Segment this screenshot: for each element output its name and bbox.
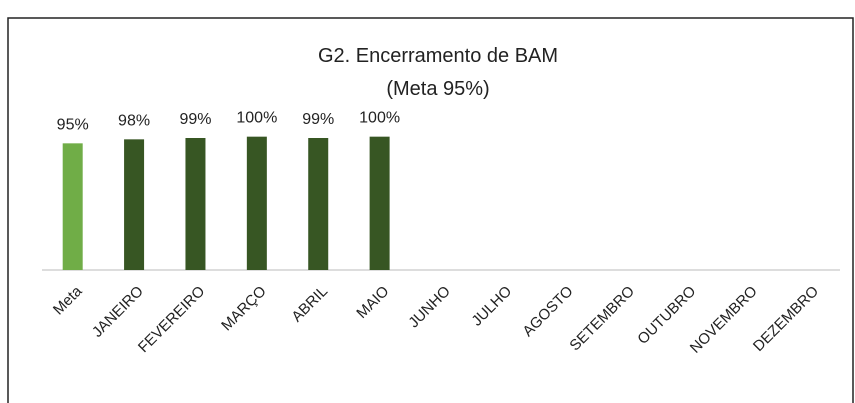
bar [185,138,206,270]
data-label: 98% [118,112,150,129]
data-label: 99% [179,111,211,128]
chart-subtitle: (Meta 95%) [386,78,489,100]
chart-frame [7,17,854,403]
bar [62,143,83,270]
bar [308,138,329,270]
data-label: 100% [236,110,277,127]
bar [246,136,267,270]
data-label: 95% [57,116,89,133]
bar [124,139,145,270]
chart-title: G2. Encerramento de BAM [318,45,558,67]
bar [369,136,390,270]
data-label: 99% [302,111,334,128]
data-label: 100% [359,110,400,127]
